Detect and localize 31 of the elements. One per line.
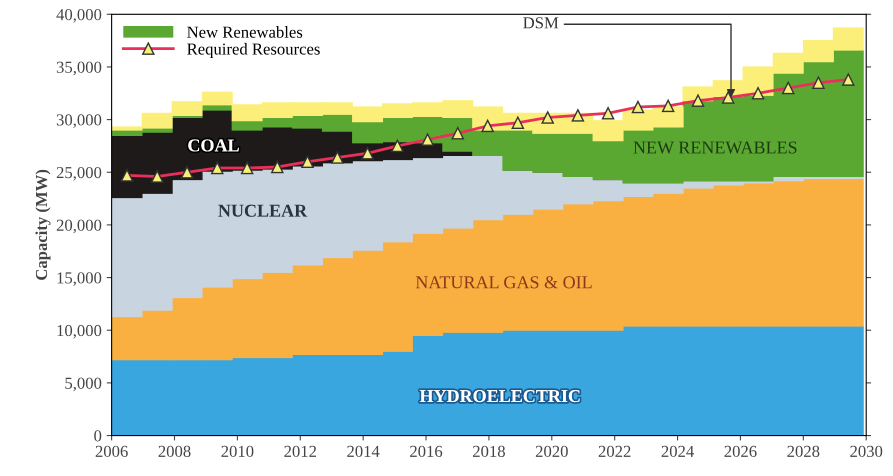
legend-label: New Renewables <box>187 26 302 38</box>
annotation: COAL <box>188 139 239 152</box>
x-tick-label: 2010 <box>221 446 254 457</box>
x-tick-label: 2018 <box>472 446 505 457</box>
x-tick-label: 2020 <box>536 446 568 457</box>
x-tick-label: 2028 <box>787 446 820 457</box>
y-tick-label: 20,000 <box>56 220 102 234</box>
annotation: DSM <box>523 17 558 28</box>
annotation: NUCLEAR <box>218 204 308 217</box>
x-tick-label: 2006 <box>96 446 128 457</box>
y-tick-label: 30,000 <box>56 114 102 128</box>
y-axis-title: Capacity (MW) <box>35 170 51 280</box>
x-tick-label: 2022 <box>598 446 630 457</box>
annotation: NEW RENEWABLES <box>633 141 797 154</box>
x-tick-label: 2012 <box>284 446 316 457</box>
y-tick-label: 5,000 <box>65 378 102 392</box>
x-tick-label: 2008 <box>158 446 191 457</box>
y-tick-label: 0 <box>94 430 102 442</box>
x-tick-label: 2026 <box>724 446 757 457</box>
x-tick-label: 2014 <box>347 446 380 457</box>
y-tick-label: 15,000 <box>58 272 102 286</box>
annotation: HYDROELECTRIC <box>420 390 580 402</box>
legend-label: Required Resources <box>187 42 320 58</box>
annotation: NATURAL GAS & OIL <box>416 276 592 288</box>
y-tick-label: 10,000 <box>58 324 102 339</box>
x-tick-label: 2016 <box>410 446 442 457</box>
y-tick-label: 35,000 <box>56 62 102 76</box>
x-tick-label: 2024 <box>662 446 694 457</box>
y-tick-label: 25,000 <box>56 166 102 181</box>
y-tick-label: 40,000 <box>56 8 102 23</box>
x-tick-label: 2030 <box>850 446 882 457</box>
